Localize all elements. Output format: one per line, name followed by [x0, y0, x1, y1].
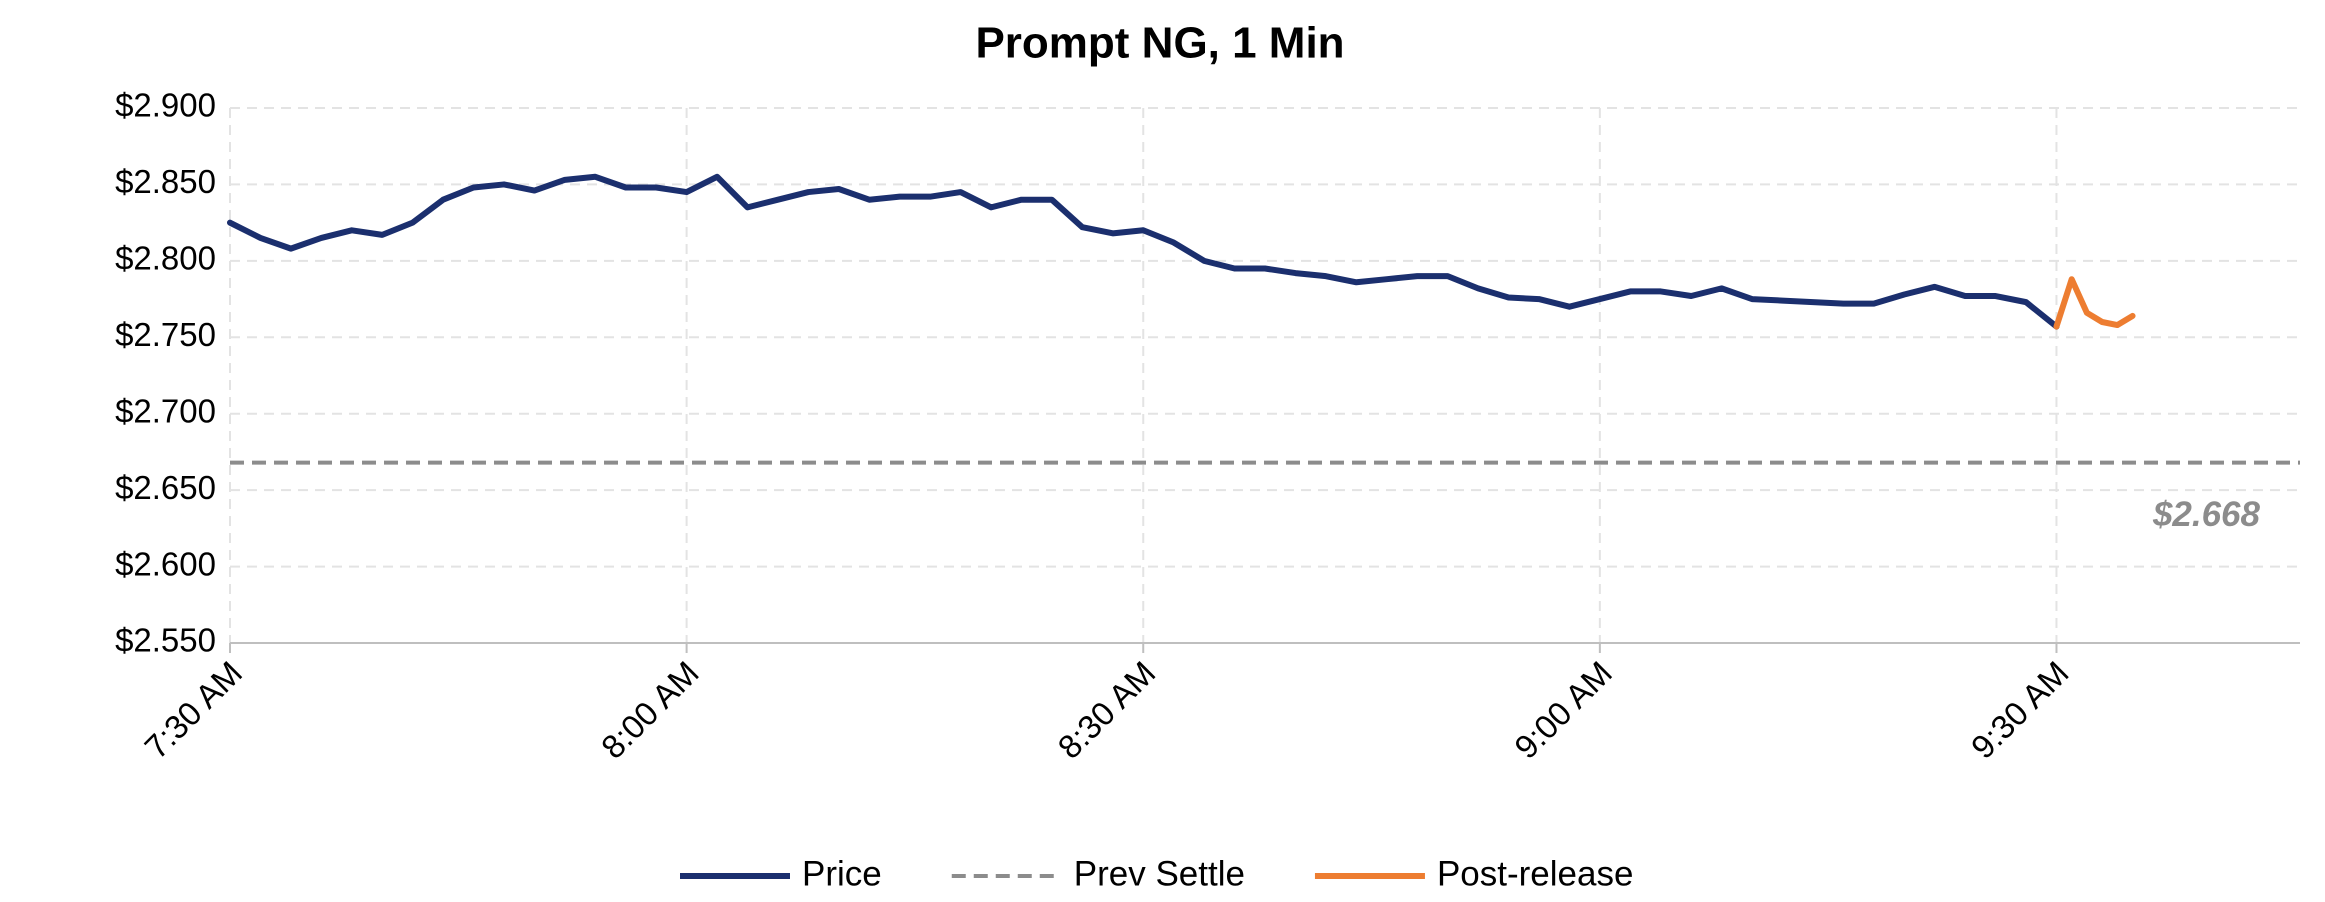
line	[2053, 276, 2136, 330]
x-tick-label: 7:30 AM	[137, 654, 249, 766]
y-tick-label: $2.550	[115, 622, 216, 659]
y-tick-label: $2.800	[115, 240, 216, 277]
legend-label: Post-release	[1437, 854, 1633, 893]
reference-label: $2.668	[2152, 495, 2261, 534]
y-tick-label: $2.650	[115, 469, 216, 506]
line	[227, 173, 2060, 330]
x-tick-label: 9:00 AM	[1507, 654, 1619, 766]
y-tick-label: $2.700	[115, 392, 216, 429]
y-tick-label: $2.600	[115, 545, 216, 582]
legend-label: Prev Settle	[1074, 854, 1245, 893]
x-tick-label: 8:00 AM	[594, 654, 706, 766]
y-tick-label: $2.850	[115, 163, 216, 200]
y-tick-label: $2.750	[115, 316, 216, 353]
chart-title: Prompt NG, 1 Min	[975, 19, 1344, 68]
x-tick-label: 8:30 AM	[1051, 654, 1163, 766]
x-tick-label: 9:30 AM	[1964, 654, 2076, 766]
legend-label: Price	[802, 854, 882, 893]
y-tick-label: $2.900	[115, 87, 216, 124]
